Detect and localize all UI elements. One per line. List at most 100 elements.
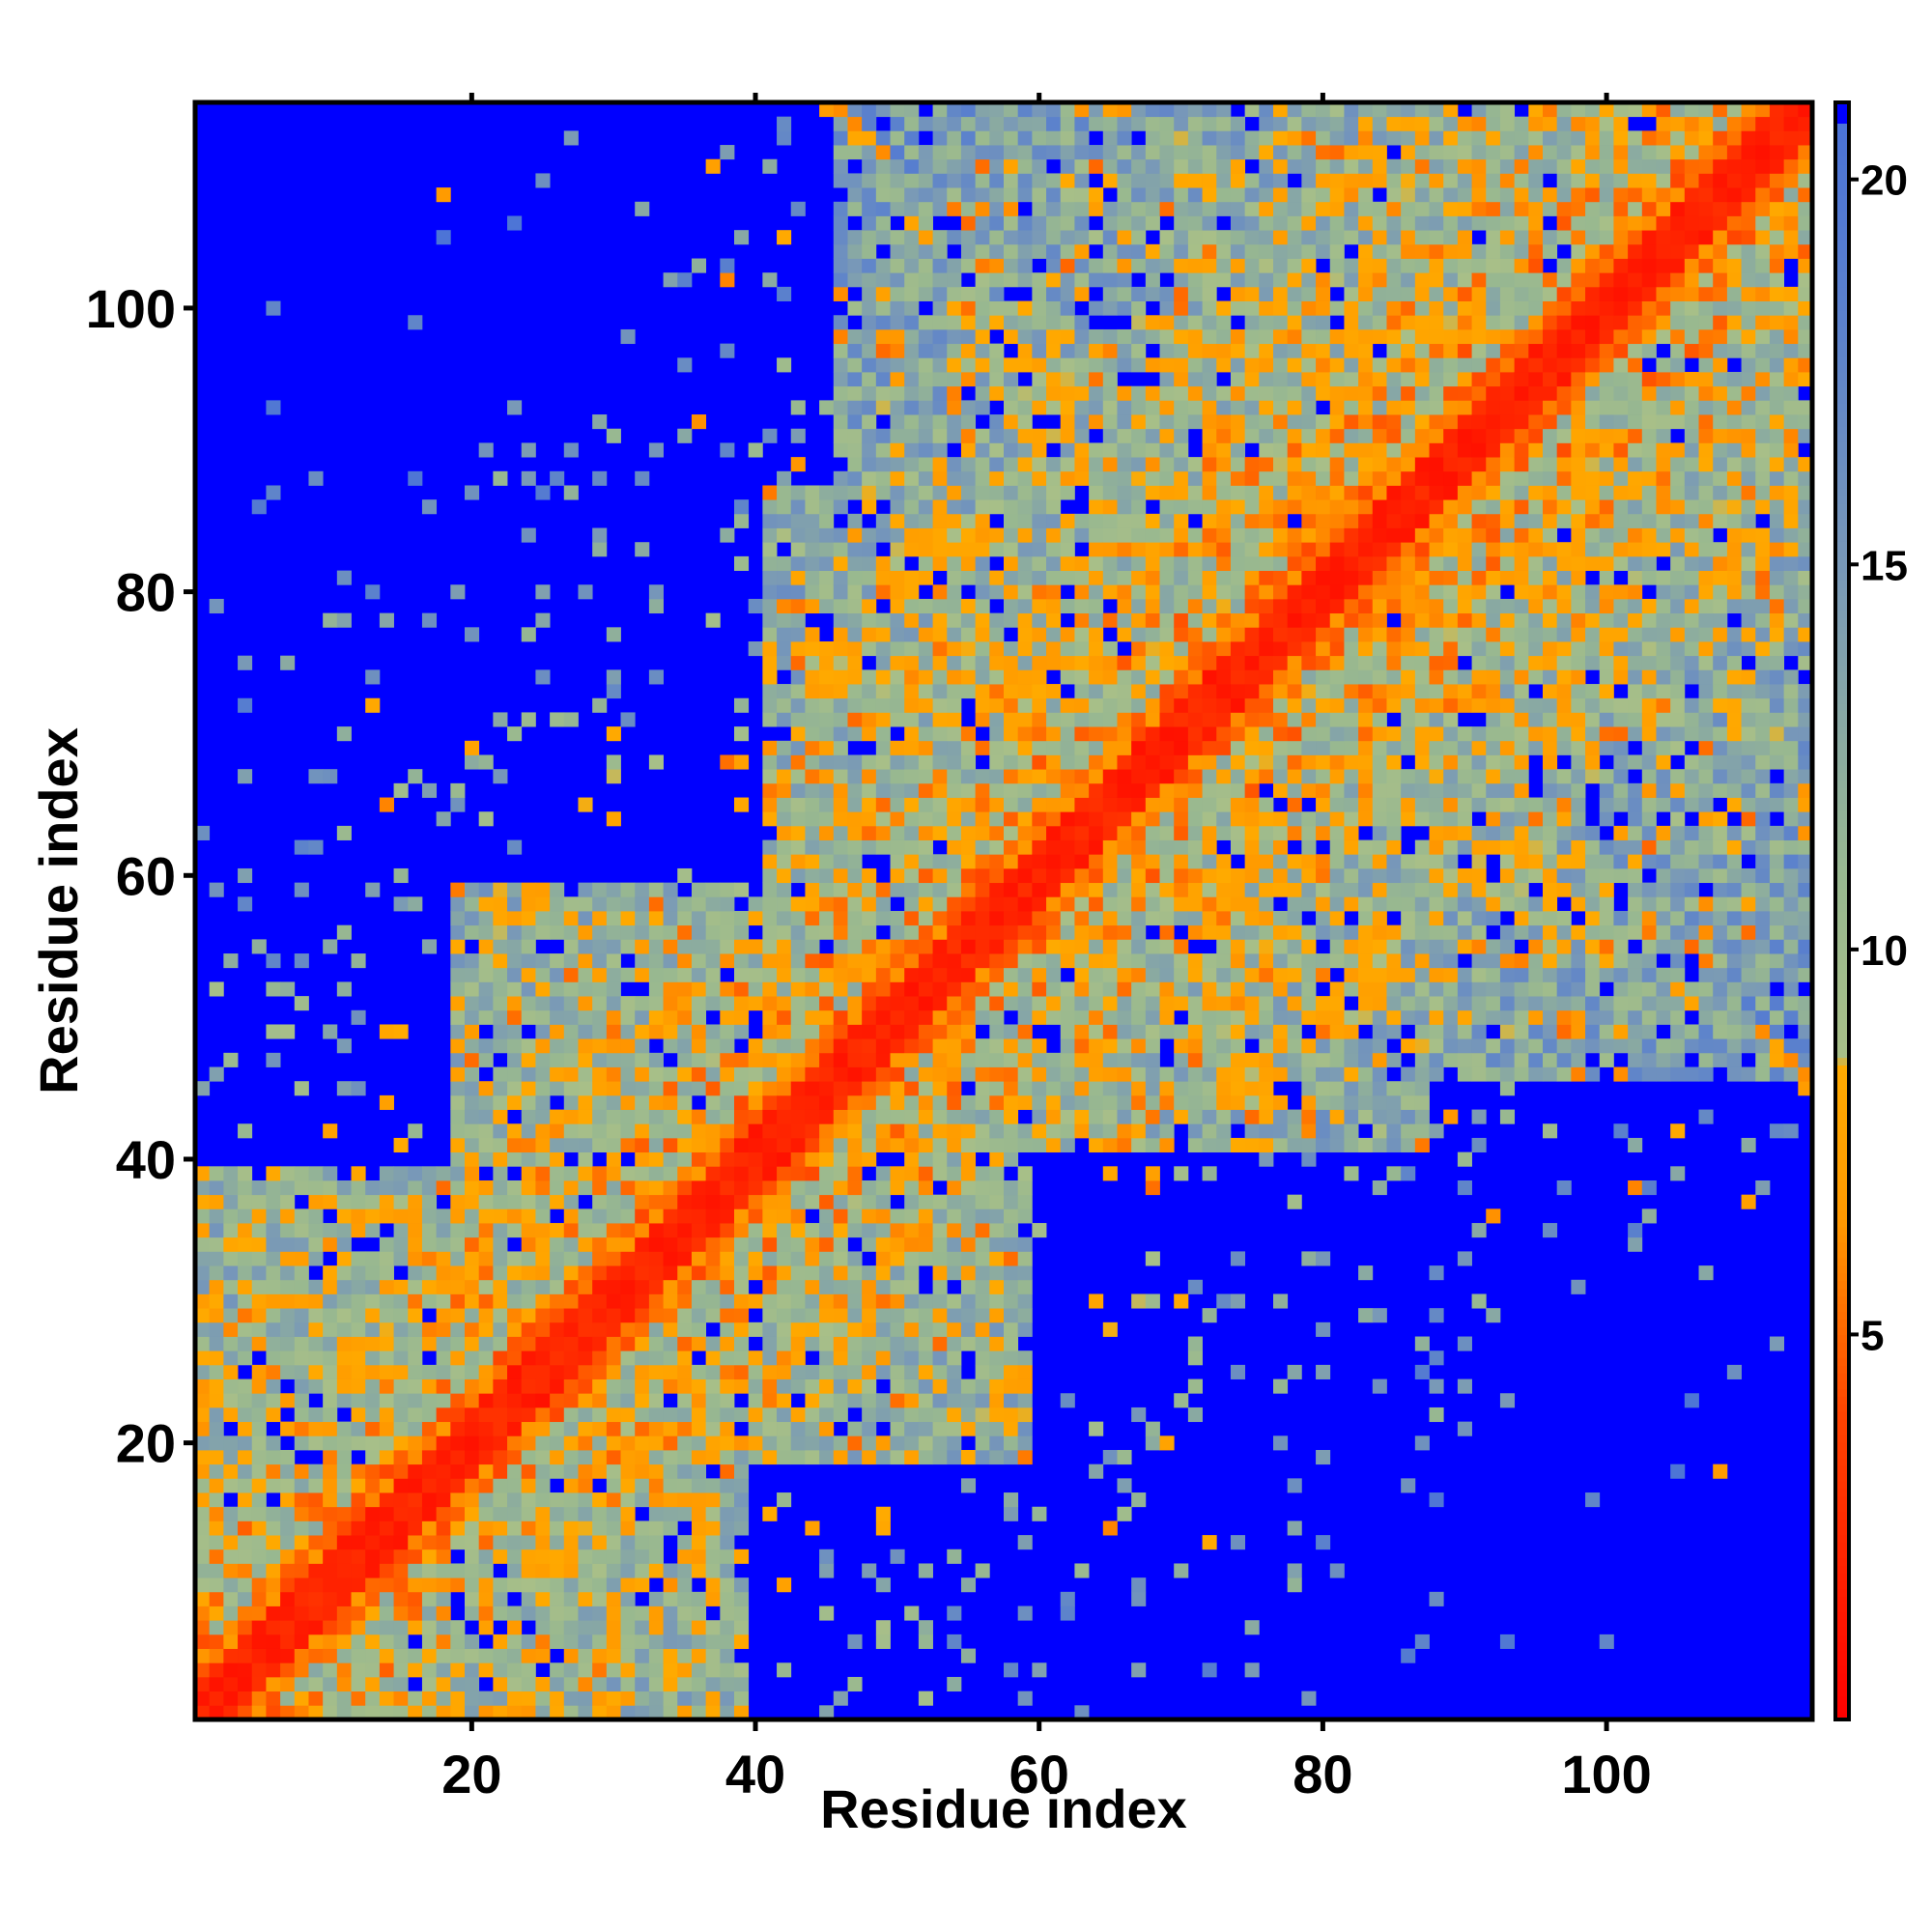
heatmap-cell bbox=[209, 1690, 224, 1706]
heatmap-cell bbox=[1046, 981, 1062, 997]
heatmap-cell bbox=[450, 1123, 466, 1139]
heatmap-cell bbox=[1089, 485, 1104, 500]
heatmap-cell bbox=[223, 1251, 239, 1266]
heatmap-cell bbox=[606, 924, 621, 940]
heatmap-cell bbox=[280, 1308, 296, 1323]
heatmap-cell bbox=[294, 996, 309, 1011]
heatmap-cell bbox=[833, 1279, 848, 1294]
heatmap-cell bbox=[493, 1690, 508, 1706]
heatmap-cell bbox=[1259, 854, 1274, 869]
heatmap-cell bbox=[550, 1463, 565, 1479]
heatmap-cell bbox=[1230, 428, 1246, 443]
heatmap-cell bbox=[762, 1435, 778, 1451]
heatmap-cell bbox=[1032, 939, 1047, 954]
heatmap-cell bbox=[478, 1662, 494, 1678]
heatmap-cell bbox=[1017, 1350, 1033, 1366]
heatmap-cell bbox=[465, 911, 480, 926]
heatmap-cell bbox=[1174, 442, 1189, 458]
heatmap-cell bbox=[209, 882, 224, 897]
heatmap-cell bbox=[379, 1450, 394, 1465]
heatmap-cell bbox=[904, 641, 920, 657]
heatmap-cell bbox=[862, 328, 877, 345]
heatmap-cell bbox=[1145, 555, 1160, 571]
heatmap-cell bbox=[521, 1194, 536, 1209]
heatmap-cell bbox=[1060, 243, 1075, 259]
heatmap-cell bbox=[1046, 385, 1062, 401]
heatmap-cell bbox=[1259, 258, 1274, 273]
heatmap-cell bbox=[720, 1450, 735, 1465]
heatmap-cell bbox=[450, 1166, 466, 1181]
heatmap-cell bbox=[777, 130, 792, 146]
heatmap-cell bbox=[847, 187, 863, 203]
heatmap-cell bbox=[705, 1406, 721, 1423]
heatmap-cell bbox=[550, 1038, 565, 1054]
heatmap-cell bbox=[1159, 414, 1175, 430]
heatmap-cell bbox=[266, 1052, 281, 1067]
heatmap-cell bbox=[1244, 385, 1260, 401]
heatmap-cell bbox=[323, 1123, 338, 1139]
heatmap-cell bbox=[989, 939, 1005, 954]
heatmap-cell bbox=[663, 1450, 678, 1465]
heatmap-cell bbox=[465, 627, 480, 642]
heatmap-cell bbox=[351, 1166, 366, 1181]
heatmap-cell bbox=[847, 145, 863, 160]
heatmap-cell bbox=[1259, 457, 1274, 472]
heatmap-cell bbox=[947, 754, 962, 770]
heatmap-cell bbox=[1216, 867, 1232, 884]
heatmap-cell bbox=[790, 1308, 806, 1323]
heatmap-cell bbox=[1174, 939, 1189, 954]
heatmap-cell bbox=[932, 243, 948, 259]
heatmap-cell bbox=[1244, 570, 1260, 585]
heatmap-cell bbox=[1230, 1052, 1246, 1067]
heatmap-cell bbox=[1187, 740, 1203, 755]
heatmap-cell bbox=[790, 584, 806, 600]
heatmap-cell bbox=[606, 1690, 621, 1706]
heatmap-cell bbox=[592, 527, 608, 543]
heatmap-cell bbox=[1216, 442, 1232, 458]
heatmap-cell bbox=[280, 1180, 296, 1196]
heatmap-cell bbox=[266, 1194, 281, 1209]
heatmap-cell bbox=[635, 924, 650, 940]
heatmap-cell bbox=[960, 513, 977, 528]
heatmap-cell bbox=[819, 570, 835, 585]
heatmap-cell bbox=[351, 1605, 366, 1621]
heatmap-cell bbox=[875, 201, 891, 216]
heatmap-cell bbox=[1102, 470, 1118, 486]
heatmap-cell bbox=[960, 1321, 977, 1337]
heatmap-cell bbox=[1102, 981, 1118, 997]
heatmap-cell bbox=[1074, 173, 1090, 188]
heatmap-cell bbox=[592, 1208, 608, 1224]
heatmap-cell bbox=[847, 1151, 863, 1167]
heatmap-cell bbox=[875, 1194, 891, 1209]
heatmap-cell bbox=[918, 854, 933, 869]
heatmap-cell bbox=[805, 1038, 820, 1054]
heatmap-cell bbox=[578, 1123, 593, 1139]
heatmap-cell bbox=[635, 1336, 650, 1351]
heatmap-cell bbox=[1074, 825, 1090, 840]
heatmap-cell bbox=[989, 1265, 1005, 1281]
heatmap-cell bbox=[578, 924, 593, 940]
heatmap-cell bbox=[875, 1577, 891, 1593]
heatmap-cell bbox=[1017, 854, 1033, 869]
heatmap-cell bbox=[1046, 513, 1062, 528]
heatmap-cell bbox=[1216, 485, 1232, 500]
heatmap-cell bbox=[989, 158, 1005, 174]
heatmap-cell bbox=[875, 811, 891, 827]
heatmap-cell bbox=[195, 1194, 211, 1209]
heatmap-cell bbox=[833, 102, 848, 118]
heatmap-cell bbox=[748, 1450, 763, 1465]
heatmap-cell bbox=[1089, 669, 1104, 685]
heatmap-cell bbox=[833, 400, 848, 415]
heatmap-cell bbox=[1259, 1009, 1274, 1025]
heatmap-cell bbox=[1273, 428, 1289, 443]
heatmap-cell bbox=[1089, 513, 1104, 528]
heatmap-cell bbox=[421, 1676, 438, 1692]
heatmap-cell bbox=[1131, 414, 1147, 430]
heatmap-cell bbox=[308, 1478, 324, 1493]
heatmap-cell bbox=[1117, 1094, 1132, 1110]
heatmap-cell bbox=[663, 1492, 678, 1508]
heatmap-cell bbox=[421, 1265, 438, 1281]
heatmap-cell bbox=[1145, 315, 1160, 330]
heatmap-cell bbox=[762, 1094, 778, 1110]
heatmap-cell bbox=[677, 1548, 693, 1564]
